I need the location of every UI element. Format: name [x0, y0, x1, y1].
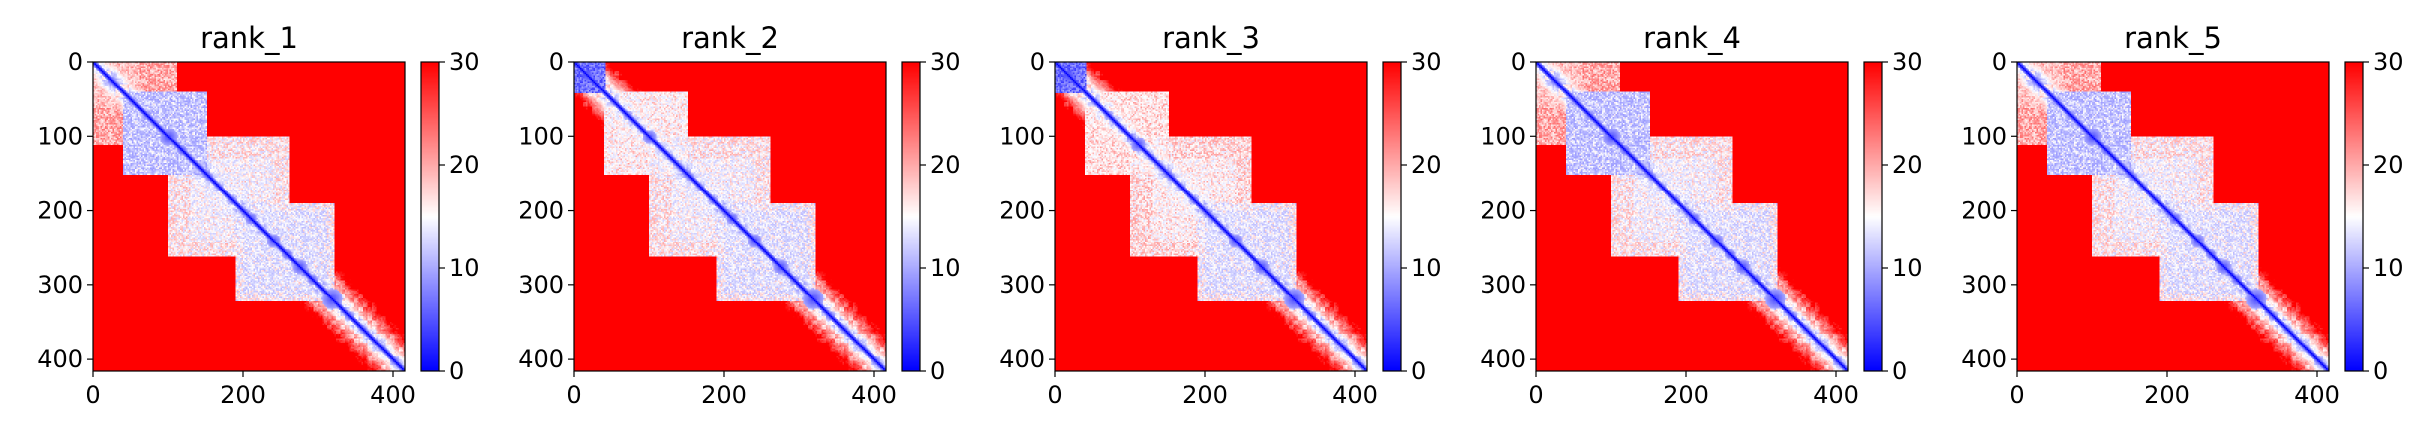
y-tick-label: 200	[518, 197, 564, 225]
plot-frame	[2016, 61, 2330, 372]
plot-frame	[1535, 61, 1849, 372]
x-tick-label: 0	[1528, 381, 1543, 409]
y-tick-label: 300	[37, 271, 83, 299]
colorbar-tick-label: 30	[1411, 48, 1442, 76]
colorbar-tick-label: 0	[2373, 357, 2388, 385]
distance-matrix-image	[1536, 62, 1848, 371]
colorbar-frame	[2344, 61, 2364, 372]
y-tick-label: 400	[1480, 345, 1526, 373]
x-tick-label: 200	[1182, 381, 1228, 409]
y-tick-label: 0	[549, 48, 564, 76]
plot-frame	[573, 61, 887, 372]
colorbar	[2345, 62, 2363, 371]
y-tick-label: 100	[518, 122, 564, 150]
x-tick-label: 400	[851, 381, 897, 409]
y-tick-label: 0	[1992, 48, 2007, 76]
x-tick-label: 400	[370, 381, 416, 409]
plot-frame	[92, 61, 406, 372]
panel-title: rank_5	[2124, 21, 2222, 55]
y-tick-label: 0	[1030, 48, 1045, 76]
distance-matrix-image	[1055, 62, 1367, 371]
x-tick-label: 0	[1047, 381, 1062, 409]
colorbar-frame	[420, 61, 440, 372]
y-tick-label: 100	[1480, 122, 1526, 150]
colorbar-frame	[1863, 61, 1883, 372]
colorbar-tick-label: 20	[2373, 151, 2404, 179]
y-tick-label: 100	[37, 122, 83, 150]
y-tick-label: 300	[999, 271, 1045, 299]
y-tick-label: 100	[1961, 122, 2007, 150]
colorbar-tick-label: 30	[1892, 48, 1923, 76]
colorbar-tick-label: 20	[1411, 151, 1442, 179]
panel-title: rank_3	[1162, 21, 1260, 55]
x-tick-label: 400	[2294, 381, 2340, 409]
y-tick-label: 0	[68, 48, 83, 76]
colorbar-tick-label: 10	[2373, 254, 2404, 282]
x-tick-label: 200	[701, 381, 747, 409]
distance-matrix-image	[2017, 62, 2329, 371]
y-tick-label: 200	[37, 197, 83, 225]
colorbar-tick-label: 20	[1892, 151, 1923, 179]
y-tick-label: 200	[1480, 197, 1526, 225]
y-tick-label: 400	[37, 345, 83, 373]
x-tick-label: 200	[1663, 381, 1709, 409]
panel-title: rank_2	[681, 21, 779, 55]
y-tick-label: 300	[1480, 271, 1526, 299]
x-tick-label: 200	[220, 381, 266, 409]
x-tick-label: 400	[1332, 381, 1378, 409]
x-tick-label: 200	[2144, 381, 2190, 409]
x-tick-label: 0	[566, 381, 581, 409]
colorbar-tick-label: 0	[930, 357, 945, 385]
y-tick-label: 300	[518, 271, 564, 299]
y-tick-label: 200	[1961, 197, 2007, 225]
y-tick-label: 400	[518, 345, 564, 373]
x-tick-label: 0	[85, 381, 100, 409]
panel-title: rank_4	[1643, 21, 1741, 55]
y-tick-label: 400	[999, 345, 1045, 373]
colorbar-tick-label: 0	[1892, 357, 1907, 385]
colorbar-tick-label: 0	[1411, 357, 1426, 385]
colorbar	[902, 62, 920, 371]
colorbar-tick-label: 10	[930, 254, 961, 282]
distance-matrix-image	[93, 62, 405, 371]
colorbar	[1383, 62, 1401, 371]
x-tick-label: 0	[2009, 381, 2024, 409]
colorbar-tick-label: 30	[449, 48, 480, 76]
colorbar-tick-label: 10	[1892, 254, 1923, 282]
colorbar	[421, 62, 439, 371]
distance-matrix-image	[574, 62, 886, 371]
panel-title: rank_1	[200, 21, 298, 55]
colorbar-tick-label: 30	[2373, 48, 2404, 76]
colorbar-frame	[901, 61, 921, 372]
colorbar-tick-label: 20	[930, 151, 961, 179]
colorbar-frame	[1382, 61, 1402, 372]
colorbar-tick-label: 10	[1411, 254, 1442, 282]
y-tick-label: 0	[1511, 48, 1526, 76]
y-tick-label: 200	[999, 197, 1045, 225]
y-tick-label: 400	[1961, 345, 2007, 373]
colorbar-tick-label: 20	[449, 151, 480, 179]
y-tick-label: 300	[1961, 271, 2007, 299]
colorbar	[1864, 62, 1882, 371]
colorbar-tick-label: 30	[930, 48, 961, 76]
y-tick-label: 100	[999, 122, 1045, 150]
x-tick-label: 400	[1813, 381, 1859, 409]
plot-frame	[1054, 61, 1368, 372]
colorbar-tick-label: 10	[449, 254, 480, 282]
colorbar-tick-label: 0	[449, 357, 464, 385]
